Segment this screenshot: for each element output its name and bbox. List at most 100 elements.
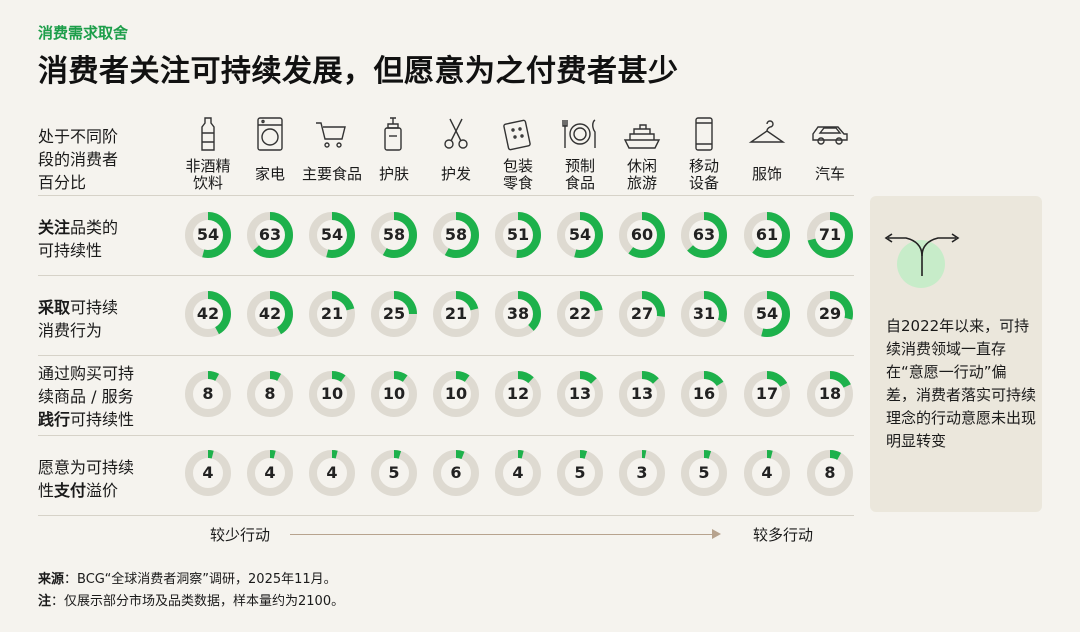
donut-value-label: 21 [320, 304, 344, 323]
footnote-text: ：仅展示部分市场及品类数据，样本量约为2100。 [51, 594, 345, 609]
donut-value-label: 22 [568, 304, 592, 323]
donut-value-label: 12 [506, 384, 530, 403]
page-title: 消费者关注可持续发展，但愿意为之付费者甚少 [38, 54, 679, 89]
category-label-line: 护发 [440, 165, 471, 183]
plate-cutlery-icon [560, 114, 600, 154]
pump-bottle-icon [374, 114, 414, 154]
donut-arc [619, 212, 665, 258]
donut-value-label: 3 [636, 463, 648, 482]
donut-arc [807, 212, 853, 258]
kicker: 消费需求取舍 [38, 24, 129, 42]
category-label-line: 护肤 [378, 165, 409, 183]
donut-value-label: 54 [755, 304, 779, 323]
donut-mark: 18 [806, 370, 854, 418]
donut-mark: 31 [680, 290, 728, 338]
category-label-line: 包装 [502, 157, 533, 175]
category-label: 护肤 [363, 166, 425, 183]
footnote-label: 来源 [38, 572, 65, 587]
donut-mark: 5 [680, 449, 728, 497]
donut-mark: 42 [246, 290, 294, 338]
donut-arc [557, 371, 603, 417]
category-label-line: 设备 [688, 174, 719, 192]
donut-value-label: 58 [382, 225, 406, 244]
donut-mark: 8 [184, 370, 232, 418]
cruise-ship-icon [622, 114, 662, 154]
donut-mark: 13 [618, 370, 666, 418]
donut-mark: 29 [806, 290, 854, 338]
donut-value-label: 54 [320, 225, 344, 244]
divider [38, 435, 854, 436]
donut-value-label: 4 [202, 463, 214, 482]
donut-mark: 42 [184, 290, 232, 338]
side-panel [870, 196, 1042, 512]
donut-arc [433, 371, 479, 417]
category-label: 休闲 旅游 [611, 158, 673, 192]
row-label-text: 消费行为 [38, 321, 103, 340]
donut-mark: 54 [308, 211, 356, 259]
diverging-arrows-icon [880, 226, 964, 286]
donut-value-label: 54 [196, 225, 220, 244]
donut-value-label: 42 [258, 304, 282, 323]
donut-value-label: 18 [818, 384, 842, 403]
donut-value-label: 21 [444, 304, 468, 323]
donut-value-label: 8 [264, 384, 276, 403]
row-label-bold: 践行 [38, 410, 71, 429]
donut-value-label: 6 [450, 463, 462, 482]
donut-mark: 61 [743, 211, 791, 259]
axis-arrow-line [290, 534, 718, 535]
washing-machine-icon [250, 114, 290, 154]
donut-value-label: 25 [382, 304, 406, 323]
footnote-note: 注：仅展示部分市场及品类数据，样本量约为2100。 [38, 590, 344, 609]
donut-arc [247, 291, 293, 337]
donut-value-label: 29 [818, 304, 842, 323]
donut-value-label: 10 [382, 384, 406, 403]
donut-arc [495, 291, 541, 337]
donut-mark: 16 [680, 370, 728, 418]
donut-value-label: 63 [258, 225, 282, 244]
axis-left-label: 较少行动 [210, 526, 271, 544]
donut-value-label: 4 [264, 463, 276, 482]
donut-mark: 17 [743, 370, 791, 418]
donut-arc [619, 371, 665, 417]
donut-value-label: 17 [755, 384, 779, 403]
donut-arc [681, 371, 727, 417]
scissors-icon [436, 114, 476, 154]
donut-arc [185, 371, 231, 417]
donut-value-label: 13 [568, 384, 592, 403]
donut-mark: 5 [556, 449, 604, 497]
row-label-bold: 采取 [38, 298, 71, 317]
donut-arc [185, 291, 231, 337]
category-label: 包装 零食 [487, 158, 549, 192]
donut-value-label: 54 [568, 225, 592, 244]
donut-arc [744, 450, 790, 496]
row-label-text: 品类的 [70, 218, 119, 237]
donut-mark: 51 [494, 211, 542, 259]
donut-arc [371, 291, 417, 337]
category-label-line: 移动 [688, 157, 719, 175]
donut-arc [744, 371, 790, 417]
donut-arc [495, 371, 541, 417]
row-label-text: 可持续 [70, 298, 119, 317]
donut-arc [247, 371, 293, 417]
category-label: 家电 [239, 166, 301, 183]
donut-mark: 4 [184, 449, 232, 497]
row-label-text: 愿意为可持续 [38, 458, 135, 477]
shopping-cart-icon [312, 114, 352, 154]
donut-value-label: 27 [630, 304, 654, 323]
side-panel-text: 自2022年以来，可持续消费领域一直存在“意愿一行动”偏差，消费者落实可持续理念… [886, 317, 1037, 450]
donut-arc [744, 291, 790, 337]
donut-arc [185, 212, 231, 258]
donut-arc [309, 291, 355, 337]
cracker-icon [498, 114, 538, 154]
donut-mark: 8 [246, 370, 294, 418]
donut-mark: 38 [494, 290, 542, 338]
row-header-line: 处于不同阶 [38, 127, 119, 146]
divider [38, 515, 854, 516]
row-header-line: 百分比 [38, 173, 87, 192]
donut-arc [433, 450, 479, 496]
row-label-attention: 关注品类的 可持续性 [38, 216, 118, 262]
category-label-line: 家电 [254, 165, 285, 183]
category-label: 移动 设备 [673, 158, 735, 192]
donut-arc [433, 291, 479, 337]
category-label-line: 休闲 [626, 157, 657, 175]
